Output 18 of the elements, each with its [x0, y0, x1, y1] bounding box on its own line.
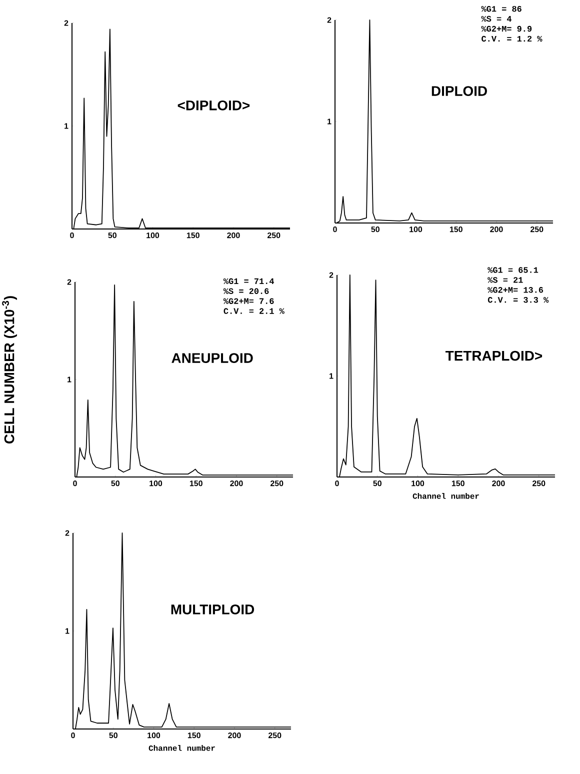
text: %G1 = 86	[481, 6, 522, 12]
text: %G1 = 65.1	[488, 267, 538, 273]
annotation: %G2+M= 13.6	[488, 287, 544, 293]
annotation: %G1 = 71.4	[223, 278, 274, 284]
annotation: %G2+M= 7.6	[223, 298, 274, 304]
annotation: %S = 21	[488, 277, 523, 283]
text: DIPLOID	[432, 86, 487, 96]
annotation: %G2+M= 9.9	[481, 26, 532, 32]
text: ANEUPLOID	[172, 353, 253, 363]
text: MULTIPLOID	[171, 604, 254, 614]
annotation: %S = 4	[481, 16, 512, 22]
y-axis-title: CELL NUMBER (X10$^{-3}$)	[2, 296, 17, 444]
text: TETRAPLOID>	[445, 350, 542, 361]
annotation: C.V. = 2.1 %	[224, 308, 284, 314]
annotation: %S = 20.6	[223, 288, 269, 294]
annotation: C.V. = 3.3 %	[488, 296, 549, 303]
annotation: C.V. = 1.2 %	[482, 36, 542, 42]
text: <DIPLOID>	[178, 100, 250, 110]
